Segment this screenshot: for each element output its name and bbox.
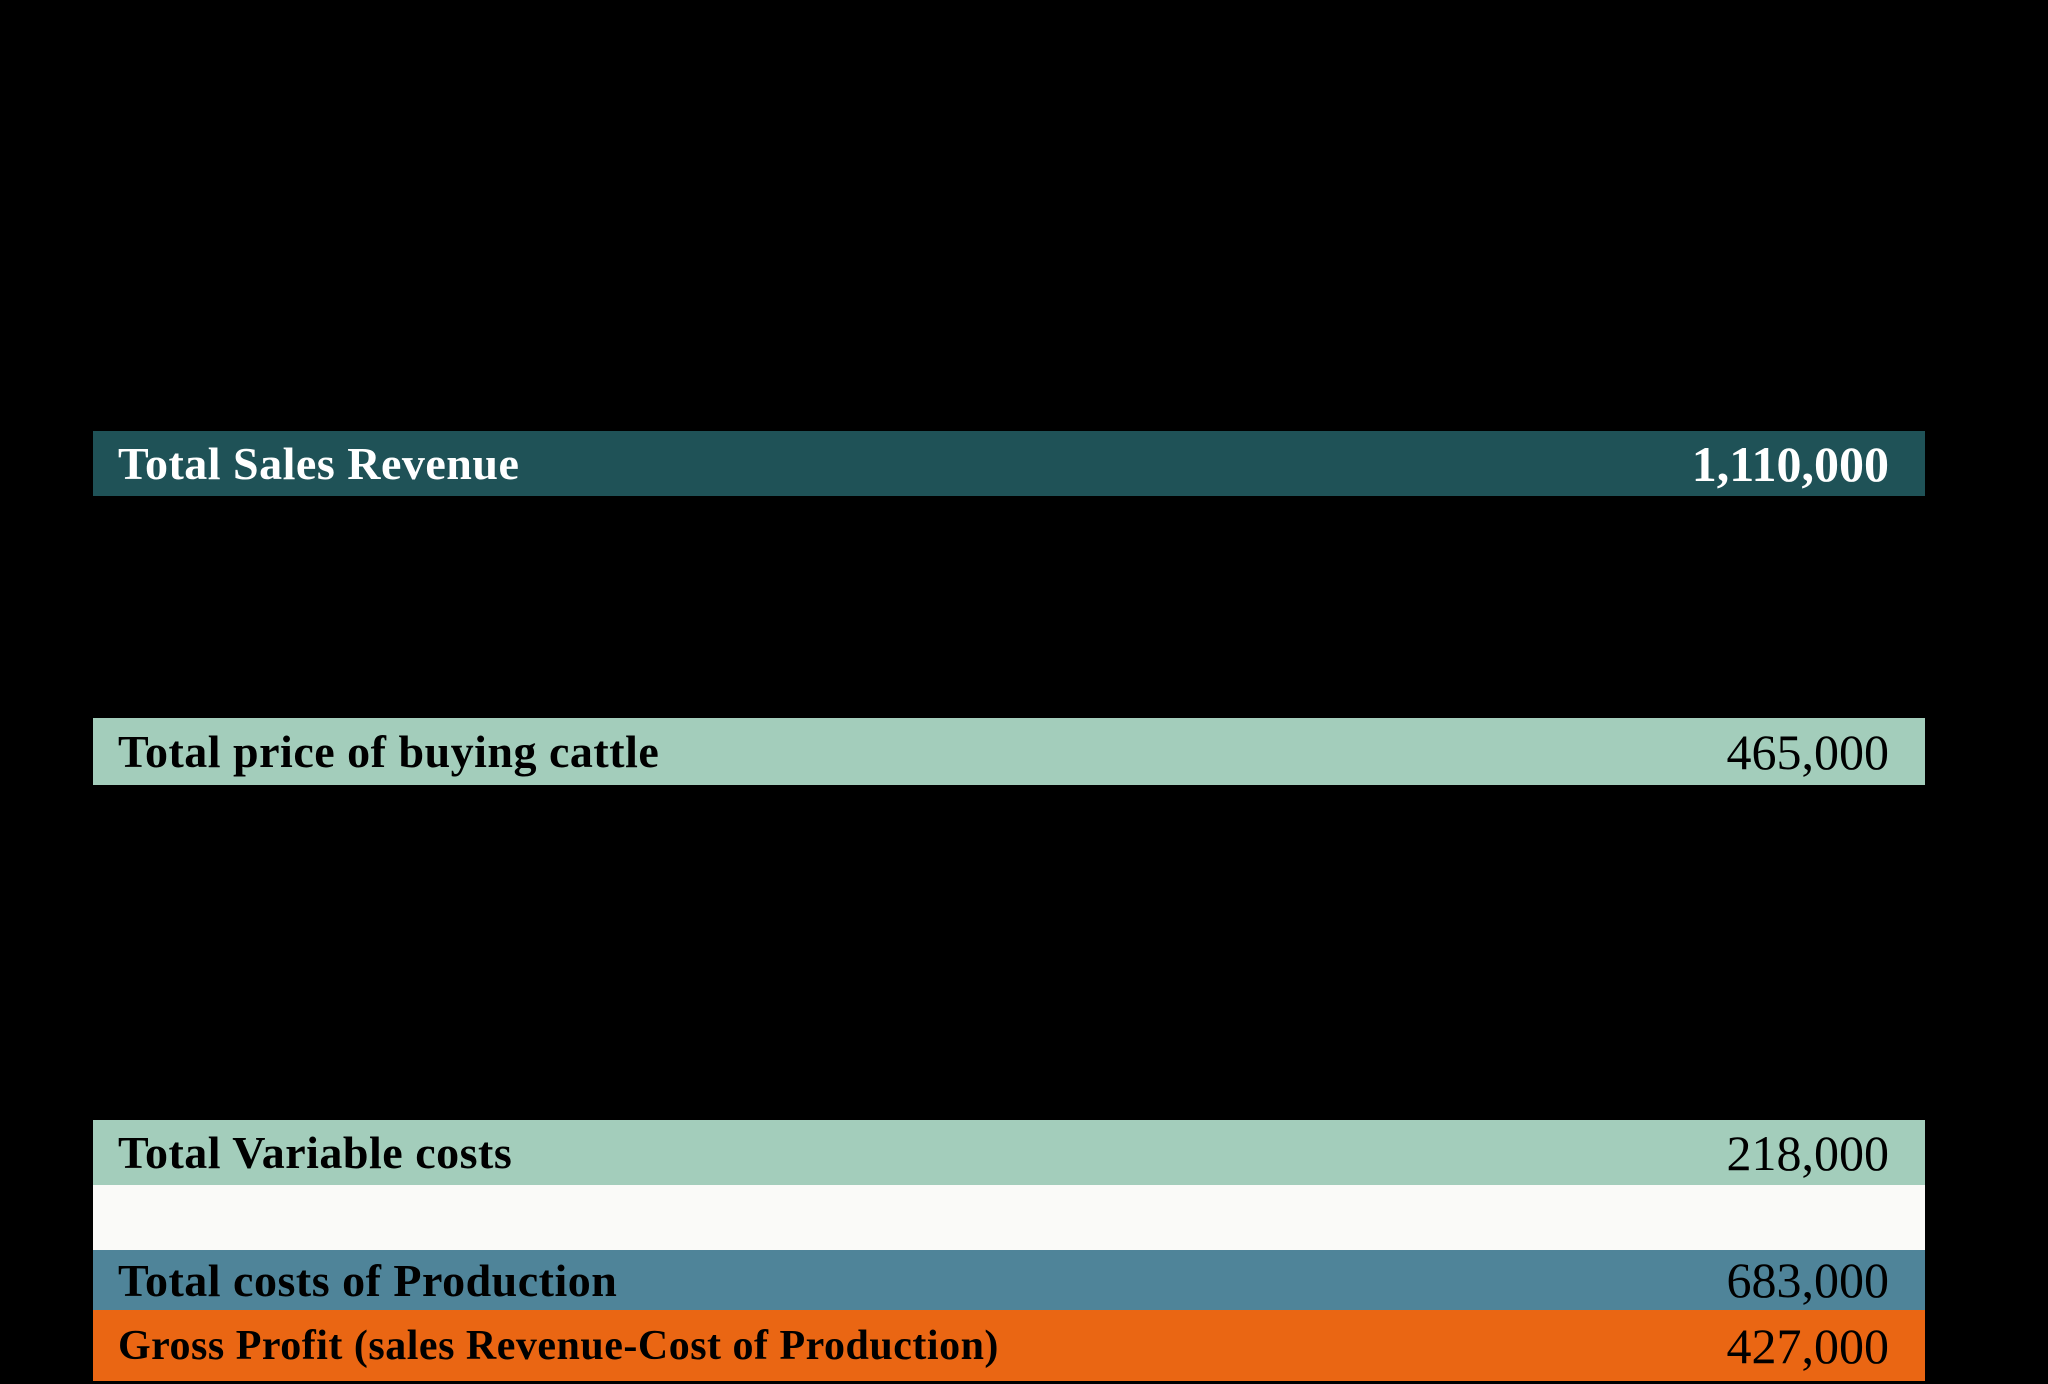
row-value: 218,000 (1726, 1124, 1890, 1181)
row-value: 465,000 (1726, 723, 1890, 780)
row-label: Total Variable costs (118, 1127, 513, 1178)
row-total-costs-of-production[interactable]: Total costs of Production 683,000 (93, 1250, 1925, 1310)
row-total-variable-costs[interactable]: Total Variable costs 218,000 (93, 1120, 1925, 1185)
row-value: 427,000 (1726, 1317, 1890, 1374)
row-gross-profit[interactable]: Gross Profit (sales Revenue-Cost of Prod… (93, 1310, 1925, 1381)
row-label: Total price of buying cattle (118, 726, 660, 777)
row-total-price-of-buying-cattle[interactable]: Total price of buying cattle 465,000 (93, 718, 1925, 785)
row-value: 1,110,000 (1691, 435, 1889, 492)
row-total-sales-revenue[interactable]: Total Sales Revenue 1,110,000 (93, 431, 1925, 496)
row-value: 683,000 (1726, 1252, 1890, 1308)
row-label: Gross Profit (sales Revenue-Cost of Prod… (118, 1322, 999, 1369)
row-label: Total costs of Production (118, 1254, 618, 1306)
row-label: Total Sales Revenue (118, 438, 520, 489)
row-spacer[interactable] (93, 1185, 1925, 1250)
